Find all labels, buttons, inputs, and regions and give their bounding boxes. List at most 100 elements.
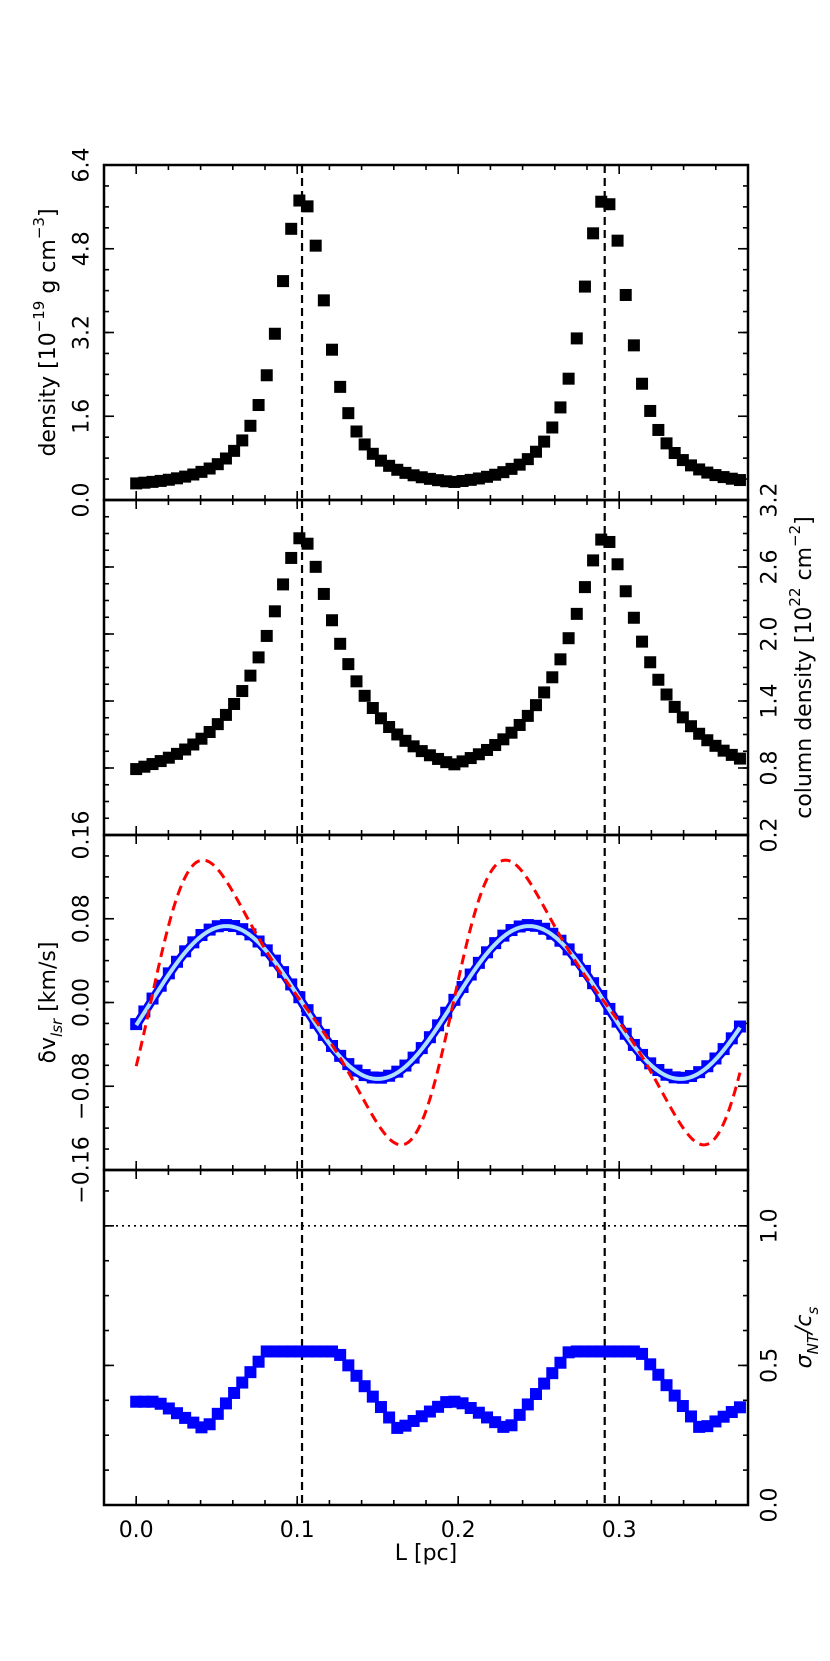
y-tick-label: 4.8 (70, 231, 95, 266)
density-point (334, 380, 347, 393)
dispersion-point (684, 1410, 697, 1423)
model-curve (134, 858, 742, 1147)
column-density-point (554, 653, 567, 666)
y-tick-label: 0.8 (758, 751, 783, 786)
dispersion-point (228, 1386, 241, 1399)
column-density-point (301, 537, 314, 550)
density-point (260, 369, 273, 382)
dispersion-point (546, 1367, 559, 1380)
dispersion-point (529, 1388, 542, 1401)
y-tick-label: 0.0 (758, 1488, 783, 1523)
y-axis-label: column density [1022 cm−2] (786, 516, 817, 819)
dispersion-point (350, 1369, 363, 1382)
density-point (301, 200, 314, 213)
column-density-point (546, 671, 559, 684)
dispersion-point (236, 1376, 249, 1389)
density-point (236, 434, 249, 447)
y-tick-label: 3.2 (758, 483, 783, 518)
dispersion-point (636, 1347, 649, 1360)
y-tick-label: 0.16 (70, 811, 95, 860)
column-density-point (538, 686, 551, 699)
density-point (652, 423, 665, 436)
column-density-point (603, 535, 616, 548)
column-density-point (587, 554, 600, 567)
column-density-point (358, 689, 371, 702)
density-point (252, 399, 265, 412)
density-point (636, 377, 649, 390)
column-density-point (244, 669, 257, 682)
column-density-point (236, 685, 249, 698)
dispersion-point (358, 1380, 371, 1393)
column-density-point (350, 675, 363, 688)
column-density-point (513, 718, 526, 731)
column-density-point (733, 752, 746, 765)
column-density-point (342, 658, 355, 671)
dispersion-point (513, 1408, 526, 1421)
column-density-point (211, 718, 224, 731)
density-point (554, 401, 567, 414)
dispersion-point (334, 1348, 347, 1361)
y-tick-label: 0.08 (70, 894, 95, 943)
column-density-point (277, 578, 290, 591)
density-point (562, 372, 575, 385)
density-point (538, 435, 551, 448)
dispersion-point (676, 1400, 689, 1413)
y-tick-label: 1.4 (758, 684, 783, 719)
dispersion-point (652, 1368, 665, 1381)
dispersion-point (366, 1390, 379, 1403)
column-density-point (505, 726, 518, 739)
panel-3: −0.16 −0.08 0.00 0.08 0.16 δvlsr [km/s] (36, 811, 750, 1204)
density-point (350, 425, 363, 438)
y-axis-label: δvlsr [km/s] (36, 942, 67, 1064)
dispersion-point (374, 1401, 387, 1414)
y-tick-label: −0.08 (70, 1053, 95, 1120)
column-density-point (644, 656, 657, 669)
density-point (733, 474, 746, 487)
density-point (505, 462, 518, 475)
dispersion-point (668, 1389, 681, 1402)
column-density-point (652, 673, 665, 686)
panel-4: 0.0 0.5 1.0 σNT/cs 0.0 0.1 0.2 0.3 (102, 1168, 822, 1543)
y-tick-label: −0.16 (70, 1136, 95, 1203)
data-series (130, 532, 746, 776)
dispersion-point (644, 1358, 657, 1371)
density-point (268, 327, 281, 340)
column-density-point (326, 614, 339, 627)
y-tick-label: 1.0 (758, 1208, 783, 1243)
column-density-point (611, 558, 624, 571)
dispersion-point (660, 1379, 673, 1392)
density-point (244, 419, 257, 432)
dispersion-point (733, 1401, 746, 1414)
y-tick-label: 0.0 (70, 483, 95, 518)
column-density-point (668, 700, 681, 713)
density-point (317, 294, 330, 307)
density-point (285, 222, 298, 235)
x-tick-label: 0.1 (280, 1518, 315, 1543)
y-axis-label: density [10−19 g cm−3] (30, 208, 61, 456)
column-density-point (228, 697, 241, 710)
density-point (228, 444, 241, 457)
x-tick-label: 0.3 (602, 1518, 637, 1543)
panel-1: 0.0 1.6 3.2 4.8 6.4 density [10−19 g cm−3] (30, 148, 750, 518)
data-series (130, 858, 746, 1147)
density-point (644, 404, 657, 417)
density-point (603, 198, 616, 211)
y-tick-label: 0.00 (70, 978, 95, 1027)
density-point (587, 227, 600, 240)
dispersion-point (383, 1411, 396, 1424)
dispersion-point (538, 1377, 551, 1390)
y-tick-label: 2.6 (758, 550, 783, 585)
column-density-point (309, 560, 322, 573)
dispersion-point (521, 1398, 534, 1411)
data-series (130, 1345, 746, 1434)
density-point (326, 343, 339, 356)
dispersion-point (211, 1407, 224, 1420)
column-density-point (619, 585, 632, 598)
density-point (309, 239, 322, 252)
column-density-point (521, 709, 534, 722)
fit-curve (134, 924, 742, 1081)
column-density-point (562, 632, 575, 645)
dispersion-point (252, 1355, 265, 1368)
